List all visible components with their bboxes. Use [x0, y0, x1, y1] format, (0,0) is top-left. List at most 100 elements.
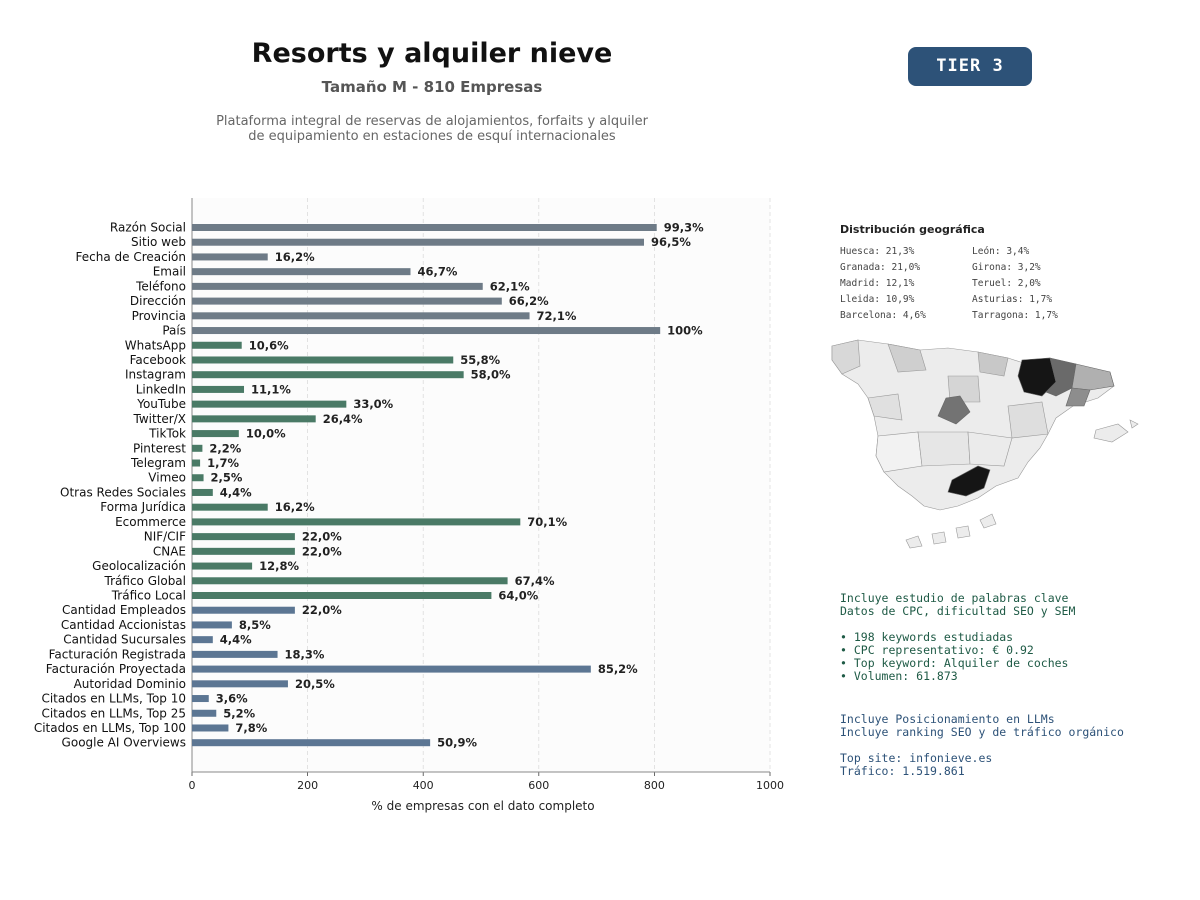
bar: [192, 503, 268, 511]
data-label: 99,3%: [664, 221, 704, 235]
bar: [192, 533, 295, 541]
category-label: Ecommerce: [115, 515, 186, 529]
x-tick-label: 800: [644, 779, 665, 792]
kw-bullet: • Volumen: 61.873: [840, 669, 958, 683]
bar: [192, 474, 204, 482]
category-label: TikTok: [148, 427, 186, 441]
page-description: Plataforma integral de reservas de aloja…: [190, 114, 674, 144]
map-region: [917, 431, 971, 467]
x-tick-label: 200: [297, 779, 318, 792]
data-label: 67,4%: [515, 574, 555, 588]
data-label: 16,2%: [275, 500, 315, 514]
data-label: 22,0%: [302, 603, 342, 617]
data-label: 3,6%: [216, 692, 248, 706]
category-label: Cantidad Sucursales: [63, 633, 186, 647]
tier-badge: TIER 3: [908, 47, 1032, 86]
bar: [192, 621, 232, 629]
data-label: 1,7%: [207, 456, 239, 470]
category-label: Cantidad Empleados: [62, 603, 186, 617]
bar: [192, 665, 591, 673]
map-region-girona: [1071, 363, 1115, 391]
data-label: 2,2%: [209, 441, 241, 455]
category-label: Email: [153, 265, 186, 279]
bar: [192, 430, 239, 438]
map-region-granada: [947, 465, 991, 497]
llm-line: Incluye Posicionamiento en LLMs: [840, 712, 1055, 726]
category-label: Cantidad Accionistas: [61, 618, 186, 632]
map-region-barcelona: [1065, 387, 1091, 407]
page-subtitle: Tamaño M - 810 Empresas: [321, 78, 543, 96]
bar: [192, 341, 242, 349]
category-label: Vimeo: [148, 471, 186, 485]
category-label: Fecha de Creación: [76, 250, 186, 264]
geo-item: Madrid: 12,1%: [840, 278, 915, 289]
map-region: [977, 351, 1009, 377]
data-label: 85,2%: [598, 662, 638, 676]
geo-title: Distribución geográfica: [840, 223, 985, 236]
category-label: Autoridad Dominio: [74, 677, 186, 691]
category-label: Google AI Overviews: [62, 736, 186, 750]
data-label: 22,0%: [302, 544, 342, 558]
category-label: Twitter/X: [133, 412, 186, 426]
geo-item: Granada: 21,0%: [840, 262, 921, 273]
x-tick-label: 1000: [756, 779, 784, 792]
category-label: Dirección: [130, 294, 186, 308]
data-label: 18,3%: [285, 647, 325, 661]
map-region-islands: [1093, 423, 1129, 443]
data-label: 58,0%: [471, 368, 511, 382]
data-label: 20,5%: [295, 677, 335, 691]
data-label: 96,5%: [651, 235, 691, 249]
spain-map: [831, 339, 1139, 549]
bar: [192, 224, 657, 231]
bar: [192, 488, 213, 496]
category-label: Citados en LLMs, Top 25: [41, 706, 186, 720]
bar: [192, 577, 508, 585]
data-label: 72,1%: [537, 309, 577, 323]
map-region: [947, 375, 981, 403]
category-label: Instagram: [125, 368, 186, 382]
llm-panel: Incluye Posicionamiento en LLMs Incluye r…: [840, 712, 1124, 778]
kw-bullet: • Top keyword: Alquiler de coches: [840, 656, 1069, 670]
bar: [192, 606, 295, 614]
page-title: Resorts y alquiler nieve: [251, 38, 613, 69]
category-label: Telegram: [130, 456, 186, 470]
geo-item: Tarragona: 1,7%: [972, 310, 1058, 321]
bar: [192, 547, 295, 555]
bar: [192, 253, 268, 261]
category-label: NIF/CIF: [144, 530, 186, 544]
data-label: 50,9%: [437, 736, 477, 750]
geo-item: León: 3,4%: [972, 246, 1030, 257]
data-label: 16,2%: [275, 250, 315, 264]
bar: [192, 592, 492, 599]
llm-line: Incluye ranking SEO y de tráfico orgánic…: [840, 725, 1124, 739]
bar: [192, 724, 229, 732]
data-label: 55,8%: [460, 353, 500, 367]
bar: [192, 444, 203, 452]
category-label: Teléfono: [135, 279, 186, 293]
data-label: 12,8%: [259, 559, 299, 573]
bar: [192, 739, 431, 747]
category-label: Facturación Registrada: [49, 647, 186, 661]
geo-item: Teruel: 2,0%: [972, 278, 1041, 289]
data-label: 62,1%: [490, 279, 530, 293]
data-label: 4,4%: [220, 633, 252, 647]
data-label: 26,4%: [323, 412, 363, 426]
category-label: CNAE: [153, 544, 186, 558]
data-label: 2,5%: [211, 471, 243, 485]
bar: [192, 415, 316, 423]
bar: [192, 400, 347, 408]
category-label: Geolocalización: [92, 559, 186, 573]
category-label: Facebook: [130, 353, 186, 367]
data-label: 11,1%: [251, 382, 291, 396]
bar: [192, 562, 253, 570]
x-tick-label: 400: [413, 779, 434, 792]
category-label: Citados en LLMs, Top 100: [34, 721, 186, 735]
data-label: 7,8%: [235, 721, 267, 735]
description-line: de equipamiento en estaciones de esquí i…: [248, 129, 616, 144]
data-label: 33,0%: [353, 397, 393, 411]
bar: [192, 327, 661, 335]
kw-line: Incluye estudio de palabras clave: [840, 591, 1069, 605]
category-label: Otras Redes Sociales: [60, 485, 186, 499]
bar: [192, 356, 454, 364]
data-label: 10,0%: [246, 427, 286, 441]
